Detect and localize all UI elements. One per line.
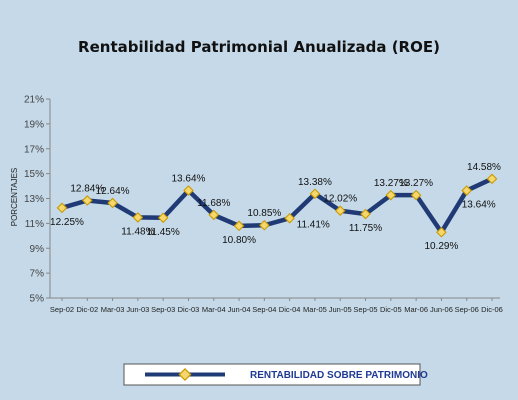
x-tick-label: Mar-06 <box>404 305 428 314</box>
legend-marker-icon <box>178 367 192 382</box>
data-point-marker <box>132 212 144 223</box>
y-tick-label: 13% <box>24 194 44 205</box>
y-tick-label: 21% <box>24 95 44 106</box>
x-tick-label: Jun-04 <box>228 305 251 314</box>
data-label: 13.64% <box>462 200 496 211</box>
x-tick-label: Dic-04 <box>279 305 301 314</box>
data-point-marker <box>334 205 346 216</box>
data-label: 14.58% <box>467 162 501 173</box>
data-label: 10.80% <box>222 235 256 246</box>
chart-title: Rentabilidad Patrimonial Anualizada (ROE… <box>78 38 440 56</box>
data-point-marker <box>259 219 270 231</box>
x-tick-label: Mar-04 <box>202 305 226 314</box>
legend-box <box>123 363 421 386</box>
x-tick-label: Sep-05 <box>353 305 377 314</box>
data-label: 12.25% <box>50 217 84 228</box>
data-point-marker <box>233 220 245 232</box>
x-tick-label: Jun-03 <box>126 305 149 314</box>
x-tick-label: Dic-05 <box>380 305 402 314</box>
legend: RENTABILIDAD SOBRE PATRIMONIO <box>123 363 428 386</box>
data-point-marker <box>461 185 473 196</box>
x-tick-label: Jun-05 <box>329 305 352 314</box>
y-tick-label: 5% <box>30 294 45 305</box>
series-line <box>61 176 493 237</box>
y-axis-label: PORCENTAJES <box>10 168 19 227</box>
data-point-marker <box>410 189 422 201</box>
data-label: 11.75% <box>349 223 382 234</box>
data-label: 13.38% <box>298 177 332 188</box>
data-point-marker <box>107 197 118 209</box>
y-tick-label: 11% <box>25 219 44 230</box>
data-label: 12.02% <box>323 194 357 205</box>
y-tick-label: 17% <box>24 144 44 155</box>
x-tick-label: Dic-06 <box>481 305 503 314</box>
y-tick-label: 9% <box>30 244 45 255</box>
series-group <box>56 173 498 238</box>
data-label: 11.45% <box>147 227 180 238</box>
data-point-marker <box>284 212 295 224</box>
data-label: 13.27% <box>399 178 433 189</box>
data-label: 10.85% <box>247 208 281 219</box>
data-point-marker <box>81 195 93 206</box>
x-tick-label: Mar-03 <box>101 305 125 314</box>
data-point-marker <box>309 188 321 200</box>
data-label: 11.41% <box>297 219 330 230</box>
data-label: 13.27% <box>374 178 408 189</box>
x-tick-label: Sep-04 <box>252 305 276 314</box>
x-tick-label: Mar-05 <box>303 305 327 314</box>
data-label: 10.29% <box>424 241 458 252</box>
x-tick-label: Sep-02 <box>50 305 74 314</box>
data-point-marker <box>436 226 447 238</box>
axes <box>46 98 500 301</box>
x-tick-labels: Sep-02 Dic-02 Mar-03 Jun-03 Sep-03 Dic-03 Mar-… <box>50 305 503 314</box>
data-labels: 12.25% 12.84%12.64% 11.48%11.45% 13.64% 11.6… <box>50 162 501 252</box>
y-tick-label: 19% <box>24 119 44 130</box>
y-tick-label: 7% <box>30 269 45 280</box>
y-tick-labels: 5% 7% 9% 11% 13% 15% 17% 19% 21% <box>24 95 44 305</box>
data-label: 11.68% <box>197 198 230 209</box>
data-point-marker <box>208 209 220 221</box>
data-point-marker <box>486 173 498 185</box>
data-point-marker <box>385 189 397 201</box>
x-tick-label: Sep-03 <box>151 305 175 314</box>
y-tick-label: 15% <box>24 169 44 180</box>
x-tick-label: Dic-03 <box>178 305 200 314</box>
data-point-marker <box>360 208 371 220</box>
data-label: 12.84% <box>70 183 104 194</box>
data-point-marker <box>157 212 169 224</box>
x-tick-label: Jun-06 <box>430 305 453 314</box>
data-label: 11.48% <box>121 226 154 237</box>
data-label: 12.64% <box>96 186 130 197</box>
data-point-marker <box>56 202 68 214</box>
x-tick-label: Dic-02 <box>76 305 98 314</box>
data-point-marker <box>183 185 194 196</box>
x-tick-label: Sep-06 <box>455 305 479 314</box>
data-label: 13.64% <box>172 174 206 185</box>
legend-series-name: RENTABILIDAD SOBRE PATRIMONIO <box>250 370 428 381</box>
